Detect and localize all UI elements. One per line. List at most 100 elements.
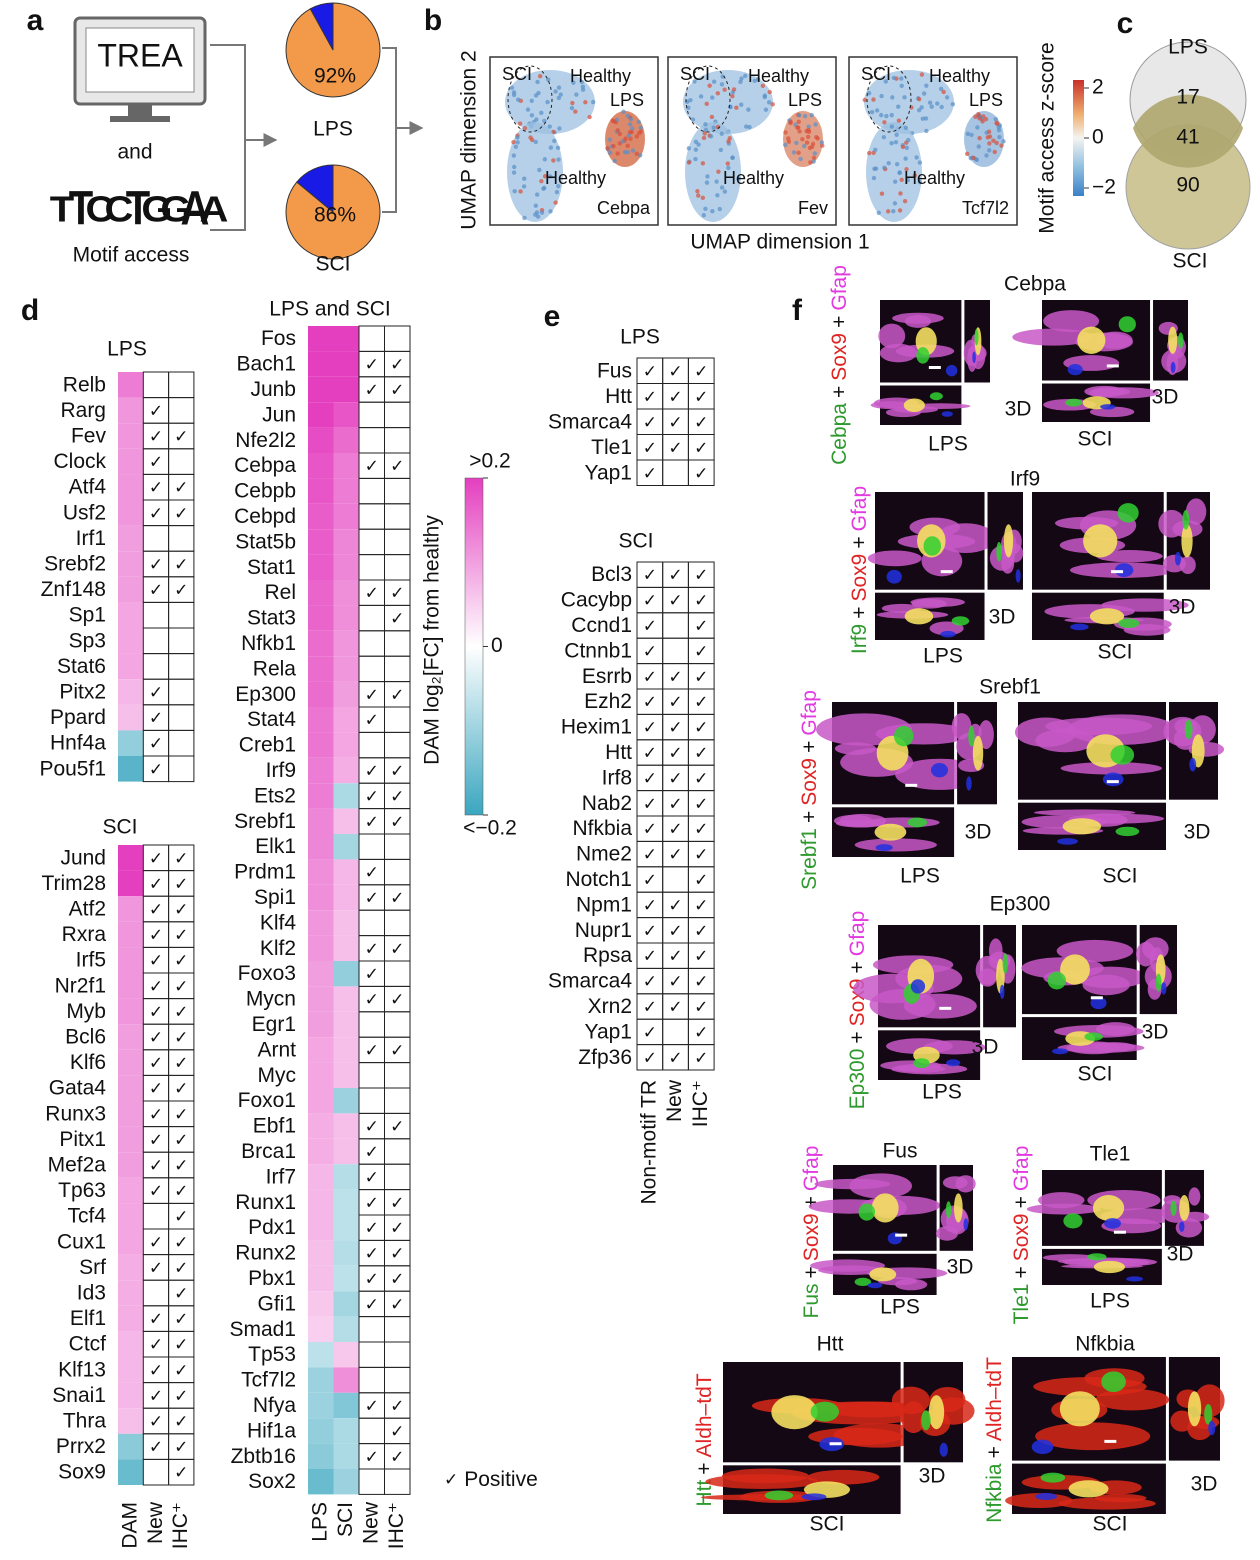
umap-point bbox=[547, 124, 552, 129]
umap-point bbox=[805, 134, 811, 140]
heatmap-cell bbox=[308, 1265, 334, 1292]
cell-process bbox=[700, 1494, 827, 1501]
heatmap-cell bbox=[308, 1392, 334, 1419]
logo-letter: C bbox=[105, 190, 134, 230]
heatmap-cell bbox=[308, 1418, 334, 1444]
nucleus-green bbox=[1101, 1371, 1126, 1393]
heatmap-cell bbox=[118, 1177, 144, 1204]
check-mark: ✓ bbox=[149, 1386, 163, 1406]
image-title: Tle1 bbox=[1090, 1143, 1131, 1166]
umap-point bbox=[623, 136, 628, 141]
check-cell bbox=[358, 1062, 385, 1089]
heatmap-cell bbox=[118, 1024, 144, 1050]
check-mark: ✓ bbox=[643, 744, 657, 764]
heatmap-cell bbox=[333, 808, 359, 834]
stain-name: Gfap bbox=[846, 911, 869, 957]
umap-point bbox=[626, 133, 632, 138]
column-label: Non-motif TR bbox=[638, 1080, 661, 1204]
axis-label: UMAP dimension 1 bbox=[690, 231, 869, 254]
row-label: Xrn2 bbox=[588, 995, 632, 1018]
umap-point bbox=[809, 112, 814, 118]
cell-body bbox=[1060, 954, 1090, 985]
scale-bar bbox=[1111, 570, 1124, 574]
check-mark: ✓ bbox=[643, 438, 657, 458]
check-mark: ✓ bbox=[668, 921, 682, 941]
check-mark: ✓ bbox=[365, 1041, 379, 1061]
logo-letter: T bbox=[69, 182, 93, 235]
row-label: Jund bbox=[60, 846, 106, 869]
umap-point bbox=[692, 79, 697, 84]
heatmap-title: LPS bbox=[620, 326, 660, 349]
nucleus-blue bbox=[966, 776, 972, 791]
umap-point bbox=[607, 137, 613, 142]
row-label: Thra bbox=[63, 1410, 107, 1433]
nucleus-blue bbox=[1126, 1276, 1143, 1282]
cell-process bbox=[814, 1178, 891, 1190]
pie-label: 92% bbox=[314, 65, 356, 88]
umap-point bbox=[625, 113, 631, 119]
heatmap-cell bbox=[333, 1469, 359, 1495]
check-mark: ✓ bbox=[365, 812, 379, 832]
umap-point bbox=[798, 156, 803, 162]
region-label: Healthy bbox=[723, 168, 784, 188]
scale-bar bbox=[1090, 996, 1103, 1000]
check-mark: ✓ bbox=[174, 1412, 188, 1432]
umap-point bbox=[509, 85, 515, 90]
heatmap-cell bbox=[308, 427, 334, 453]
cell-body bbox=[874, 823, 907, 841]
heatmap-cell bbox=[333, 402, 359, 428]
plus: + bbox=[798, 741, 821, 753]
umap-point bbox=[938, 86, 944, 92]
check-cell bbox=[358, 1468, 385, 1495]
cell-process bbox=[1067, 714, 1177, 745]
heatmap-cell bbox=[333, 1138, 359, 1165]
heatmap-cell bbox=[118, 870, 144, 897]
row-label: Snai1 bbox=[52, 1384, 106, 1407]
heatmap-cell bbox=[333, 1113, 359, 1139]
umap-point bbox=[882, 120, 887, 125]
row-label: Jun bbox=[262, 403, 296, 426]
umap-point bbox=[820, 143, 825, 148]
plus: + bbox=[983, 1446, 1006, 1458]
check-mark: ✓ bbox=[174, 874, 188, 894]
row-label: Gfi1 bbox=[257, 1292, 296, 1315]
umap-cluster bbox=[505, 70, 595, 134]
region-label: LPS bbox=[610, 90, 644, 110]
row-label: Yap1 bbox=[585, 461, 633, 484]
check-mark: ✓ bbox=[390, 889, 404, 909]
heatmap-cell bbox=[118, 1459, 144, 1485]
plus: + bbox=[798, 811, 821, 823]
check-mark: ✓ bbox=[643, 845, 657, 865]
heatmap-cell bbox=[308, 1088, 334, 1114]
check-mark: ✓ bbox=[174, 1002, 188, 1022]
heatmap-cell bbox=[118, 1203, 144, 1229]
check-cell bbox=[358, 401, 385, 429]
check-mark: ✓ bbox=[174, 1054, 188, 1074]
row-label: Prdm1 bbox=[234, 861, 296, 884]
condition-label: LPS bbox=[880, 1296, 920, 1319]
cell-body bbox=[928, 1395, 945, 1430]
cell-process bbox=[1014, 717, 1077, 747]
umap-point bbox=[703, 206, 708, 211]
umap-point bbox=[921, 91, 927, 96]
nucleus-green bbox=[1002, 953, 1008, 974]
nucleus-green bbox=[893, 725, 914, 747]
panel-label: c bbox=[1117, 7, 1134, 40]
row-label: Sp3 bbox=[69, 629, 106, 652]
check-mark: ✓ bbox=[149, 1105, 163, 1125]
check-cell bbox=[384, 401, 411, 429]
check-mark: ✓ bbox=[365, 787, 379, 807]
nucleus-green bbox=[1110, 745, 1135, 765]
check-mark: ✓ bbox=[149, 709, 163, 729]
nucleus-blue bbox=[941, 411, 953, 417]
nucleus-green bbox=[1065, 398, 1083, 407]
heatmap-cell bbox=[118, 474, 144, 500]
axis-label: UMAP dimension 2 bbox=[458, 50, 481, 229]
cell-process bbox=[833, 1423, 926, 1448]
heatmap-cell bbox=[333, 1011, 359, 1038]
umap-point bbox=[686, 146, 692, 151]
umap-point bbox=[767, 89, 772, 95]
cell-process bbox=[1136, 942, 1156, 967]
heatmap-cell bbox=[333, 376, 359, 403]
umap-point bbox=[739, 76, 744, 81]
